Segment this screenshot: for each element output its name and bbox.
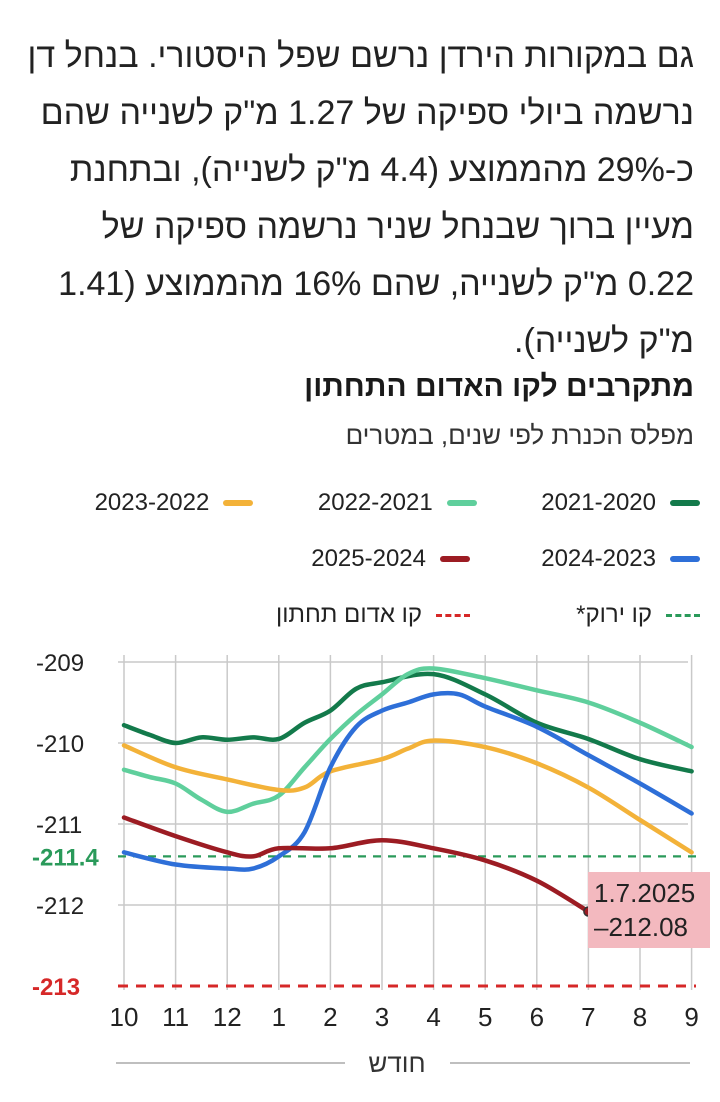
legend-label-2024-2023: 2024-2023	[541, 545, 656, 572]
legend-label-2022-2021: 2022-2021	[317, 489, 433, 516]
x-tick-label: 7	[581, 1002, 595, 1032]
legend-label-2025-2024: 2025-2024	[311, 545, 426, 572]
series-line-2022-2021	[121, 666, 694, 815]
x-tick-label: 9	[684, 1002, 698, 1032]
x-tick-label: 6	[530, 1002, 544, 1032]
legend-item-2021-2020: 2021-2020	[477, 489, 700, 517]
series-line-2023-2022	[121, 738, 694, 855]
annotation-date: 1.7.2025	[594, 878, 696, 908]
x-tick-label: 2	[323, 1002, 337, 1032]
legend-item-2023-2022: 2023-2022	[30, 489, 254, 517]
legend-swatch-2021-2020	[670, 500, 700, 506]
legend-swatch-2023-2022	[223, 500, 254, 506]
chart-legend: 2021-2020 2022-2021 2023-2022 2024-2023 …	[30, 475, 700, 643]
x-tick-label: 12	[213, 1002, 242, 1032]
legend-swatch-2022-2021	[446, 500, 477, 506]
legend-row-1: 2021-2020 2022-2021 2023-2022	[30, 475, 700, 531]
legend-dash-green-line	[666, 613, 700, 617]
x-axis-title: חודש	[368, 1048, 425, 1078]
y-tick-label: -209	[36, 650, 84, 677]
y-tick-label: -212	[36, 893, 84, 920]
legend-item-2025-2024: 2025-2024	[240, 545, 470, 573]
x-tick-label: 5	[478, 1002, 492, 1032]
legend-item-green-line: קו ירוק*	[470, 601, 700, 629]
y-tick-label: -210	[36, 731, 84, 758]
reference-line-label: -213	[32, 974, 80, 1001]
chart-title: מתקרבים לקו האדום התחתון	[304, 370, 694, 403]
reference-line-label: -211.4	[32, 844, 99, 871]
legend-row-3: קו ירוק* קו אדום תחתון	[30, 587, 700, 643]
x-tick-label: 3	[375, 1002, 389, 1032]
series-line-2024-2023	[121, 690, 694, 872]
legend-swatch-2025-2024	[440, 556, 470, 562]
article-paragraph: גם במקורות הירדן נרשם שפל היסטורי. בנחל …	[27, 37, 694, 360]
x-tick-label: 8	[633, 1002, 647, 1032]
series-line-2025-2024	[121, 815, 591, 914]
chart-subtitle: מפלס הכנרת לפי שנים, במטרים	[345, 420, 694, 450]
x-tick-label: 10	[110, 1002, 139, 1032]
x-tick-label: 11	[162, 1002, 189, 1032]
y-tick-label: -211	[36, 812, 82, 839]
legend-row-2: 2024-2023 2025-2024	[30, 531, 700, 587]
legend-label-2023-2022: 2023-2022	[94, 489, 210, 516]
x-tick-label: 4	[426, 1002, 440, 1032]
annotation-value: –212.08	[594, 912, 688, 942]
legend-item-2024-2023: 2024-2023	[470, 545, 700, 573]
legend-item-red-line: קו אדום תחתון	[240, 601, 470, 629]
legend-dash-red-line	[436, 613, 470, 617]
legend-item-2022-2021: 2022-2021	[253, 489, 477, 517]
series-line-2021-2020	[121, 671, 694, 774]
x-tick-label: 1	[272, 1002, 286, 1032]
legend-label-2021-2020: 2021-2020	[541, 489, 656, 516]
legend-label-red-line: קו אדום תחתון	[275, 601, 422, 628]
annotation-box: 1.7.2025 –212.08	[588, 872, 710, 948]
legend-label-green-line: קו ירוק*	[576, 601, 652, 628]
legend-swatch-2024-2023	[670, 556, 700, 562]
